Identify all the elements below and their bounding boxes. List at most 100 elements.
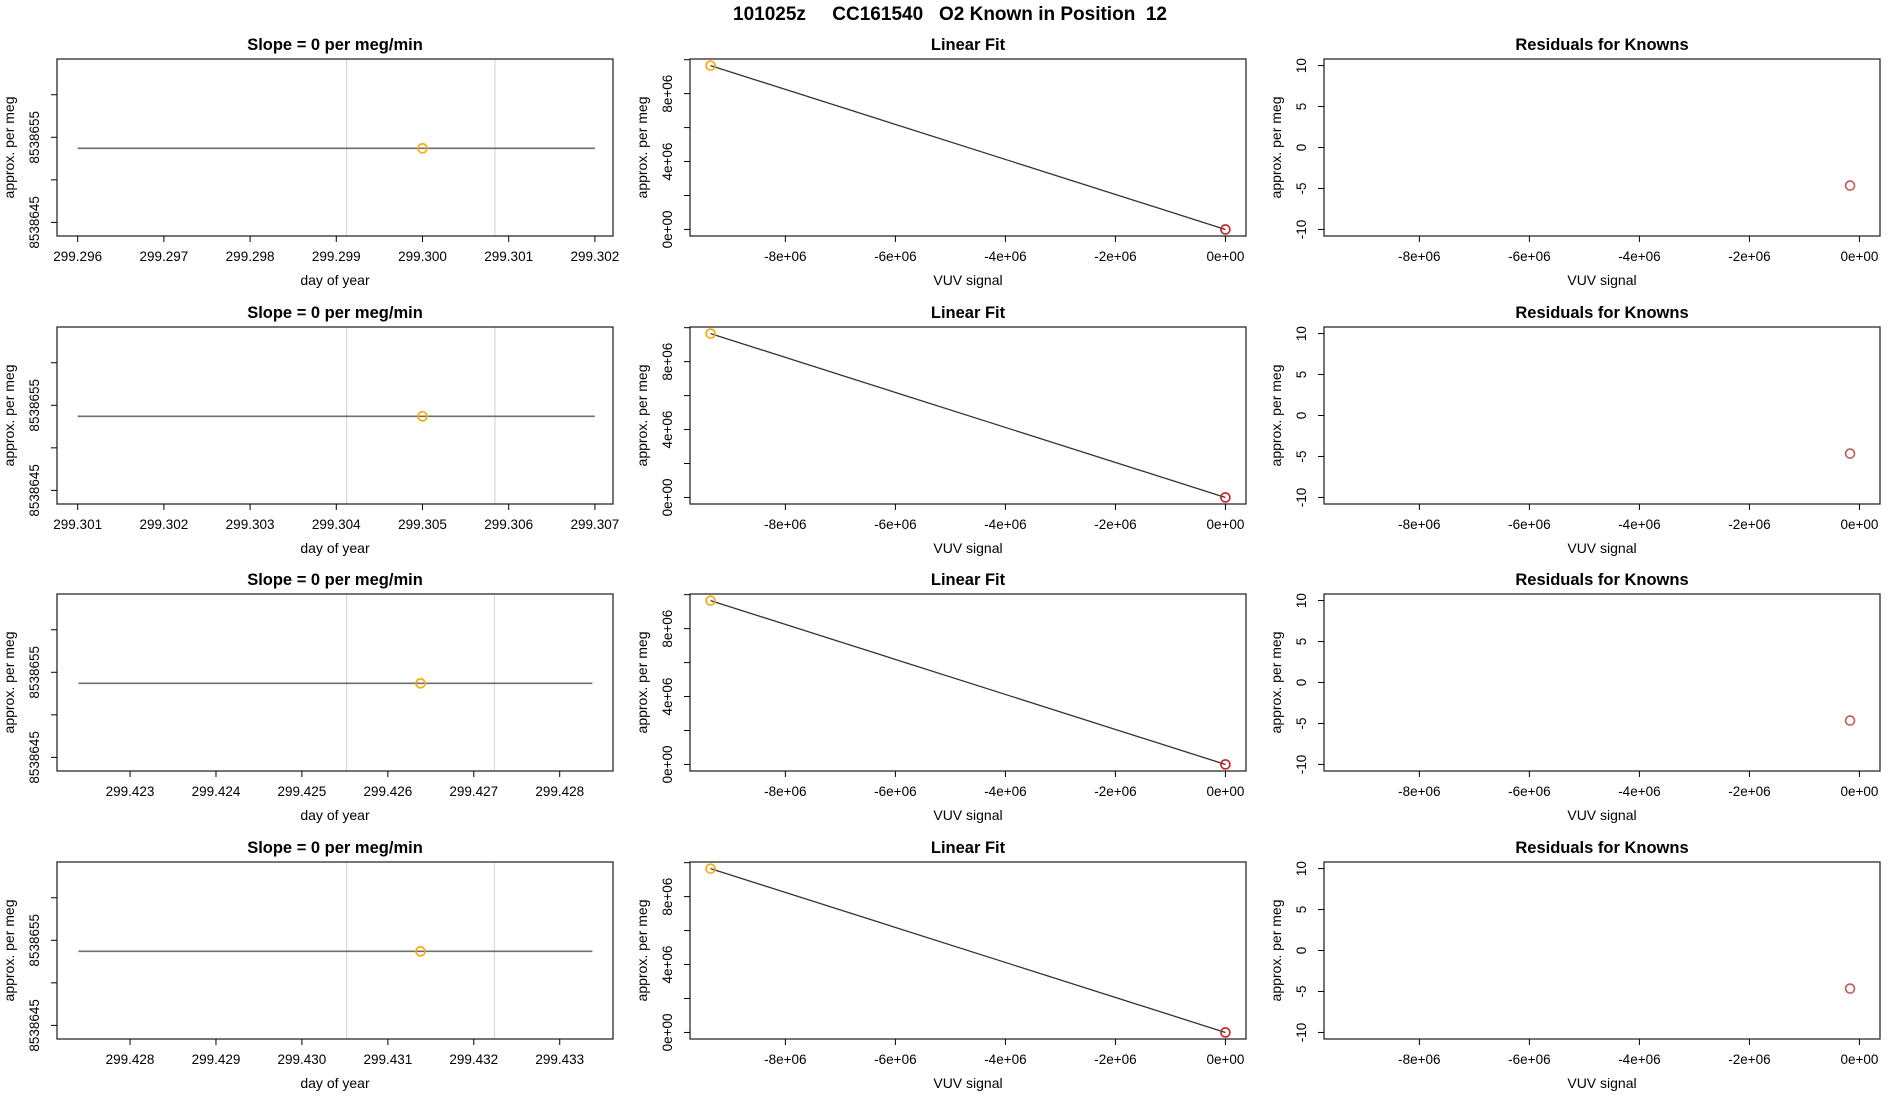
tick-or-axis-text: -5 <box>1294 717 1309 729</box>
panel-linear-fit-row3: -8e+06 -6e+06 -4e+06 -2e+06 0e+00 0e+00 4e+06 8… <box>634 571 1247 823</box>
tick-or-axis-text: 299.298 <box>226 249 275 264</box>
fit-line <box>710 332 1226 498</box>
known-point <box>705 327 716 339</box>
tick-or-axis-text: VUV signal <box>933 1075 1002 1091</box>
plot-box <box>689 325 1247 505</box>
fit-end-point <box>1220 491 1231 503</box>
tick-or-axis-text: -8e+06 <box>1398 249 1440 264</box>
tick-or-axis-text: -4e+06 <box>984 784 1026 799</box>
tick-or-axis-text: 10 <box>1294 326 1309 341</box>
tick-or-axis-text: 299.304 <box>312 517 361 532</box>
tick-or-axis-text: day of year <box>300 540 370 556</box>
tick-or-axis-text: VUV signal <box>1567 272 1636 288</box>
tick-or-axis-text: Linear Fit <box>931 839 1006 857</box>
tick-or-axis-text: VUV signal <box>1567 540 1636 556</box>
tick-or-axis-text: 299.426 <box>363 784 412 799</box>
panel-slope-row3-container: 299.423 299.424 299.425 299.426 299.427 299.4… <box>0 565 633 839</box>
plot-box <box>56 593 614 772</box>
tick-or-axis-text: approx. per meg <box>634 632 650 734</box>
panel-slope-row1-container: 299.296 299.297 299.298 299.299 299.300 299.3… <box>0 30 633 304</box>
known-point <box>417 143 428 154</box>
tick-or-axis-text: approx. per meg <box>1268 899 1284 1001</box>
panel-slope-row2: 299.301 299.302 299.303 299.304 299.305 299.3… <box>1 304 619 556</box>
tick-or-axis-text: 4e+06 <box>660 143 675 181</box>
tick-or-axis-text: approx. per meg <box>1268 364 1284 466</box>
plot-row-2: 299.301 299.302 299.303 299.304 299.305 299.3… <box>0 298 1900 566</box>
tick-or-axis-text: Residuals for Knowns <box>1515 36 1688 54</box>
tick-or-axis-text: -4e+06 <box>984 249 1026 264</box>
tick-or-axis-text: 0e+00 <box>660 478 675 516</box>
known-point <box>705 595 716 606</box>
fit-end-point <box>1220 224 1231 235</box>
tick-or-axis-text: approx. per meg <box>634 97 650 199</box>
panel-slope-row4: 299.428 299.429 299.430 299.431 299.432 299.4… <box>1 839 614 1091</box>
tick-or-axis-text: 299.302 <box>570 249 619 264</box>
panel-slope-row1: 299.296 299.297 299.298 299.299 299.300 299.3… <box>1 36 619 288</box>
tick-or-axis-text: 299.299 <box>312 249 361 264</box>
residual-point <box>1844 447 1856 459</box>
panel-residuals-row3-container: -8e+06 -6e+06 -4e+06 -2e+06 0e+00 -10 -5 0 5 10 Re… <box>1267 565 1900 839</box>
plot-box <box>56 58 614 237</box>
tick-or-axis-text: 0e+00 <box>1840 1052 1878 1067</box>
tick-or-axis-text: -2e+06 <box>1728 517 1770 532</box>
tick-or-axis-text: -10 <box>1294 1022 1309 1042</box>
tick-or-axis-text: Slope = 0 per meg/min <box>247 839 423 857</box>
tick-or-axis-text: 0e+00 <box>1206 1052 1244 1067</box>
tick-or-axis-text: -8e+06 <box>764 1052 806 1067</box>
tick-or-axis-text: approx. per meg <box>1 632 17 734</box>
tick-or-axis-text: VUV signal <box>933 540 1002 556</box>
tick-or-axis-text: 0e+00 <box>1206 784 1244 799</box>
tick-or-axis-text: -10 <box>1294 755 1309 775</box>
tick-or-axis-text: -5 <box>1294 985 1309 997</box>
tick-or-axis-text: -2e+06 <box>1094 249 1136 264</box>
tick-or-axis-text: 299.424 <box>192 784 241 799</box>
plot-box <box>689 860 1247 1040</box>
tick-or-axis-text: 8e+06 <box>660 342 675 380</box>
tick-or-axis-text: VUV signal <box>1567 807 1636 823</box>
panel-residuals-row4-container: -8e+06 -6e+06 -4e+06 -2e+06 0e+00 -10 -5 0 5 10 Re… <box>1267 833 1900 1100</box>
known-point <box>415 678 426 689</box>
tick-or-axis-text: Residuals for Knowns <box>1515 304 1688 322</box>
panel-linear-fit-row2-container: -8e+06 -6e+06 -4e+06 -2e+06 0e+00 0e+00 4e+06 8… <box>633 298 1266 572</box>
tick-or-axis-text: -8e+06 <box>764 784 806 799</box>
tick-or-axis-text: 8538645 <box>27 731 42 784</box>
tick-or-axis-text: -6e+06 <box>1508 784 1550 799</box>
tick-or-axis-text: approx. per meg <box>1268 97 1284 199</box>
panel-linear-fit-row1: -8e+06 -6e+06 -4e+06 -2e+06 0e+00 0e+00 4e+06 8… <box>634 36 1247 288</box>
tick-or-axis-text: 8e+06 <box>660 877 675 915</box>
panel-slope-row2-container: 299.301 299.302 299.303 299.304 299.305 299.3… <box>0 298 633 572</box>
panel-residuals-row3: -8e+06 -6e+06 -4e+06 -2e+06 0e+00 -10 -5 0 5 10 Re… <box>1268 571 1881 823</box>
tick-or-axis-text: 299.425 <box>278 784 327 799</box>
tick-or-axis-text: 0 <box>1294 411 1309 419</box>
tick-or-axis-text: 0 <box>1294 144 1309 152</box>
tick-or-axis-text: 8e+06 <box>660 75 675 113</box>
tick-or-axis-text: -6e+06 <box>1508 517 1550 532</box>
tick-or-axis-text: -8e+06 <box>1398 517 1440 532</box>
fit-end-point <box>1220 759 1231 770</box>
tick-or-axis-text: approx. per meg <box>1 97 17 199</box>
tick-or-axis-text: Residuals for Knowns <box>1515 839 1688 857</box>
plot-row-3: 299.423 299.424 299.425 299.426 299.427 299.4… <box>0 565 1900 833</box>
known-point <box>705 60 716 71</box>
tick-or-axis-text: -8e+06 <box>764 517 806 532</box>
tick-or-axis-text: 299.302 <box>139 517 188 532</box>
tick-or-axis-text: VUV signal <box>933 807 1002 823</box>
tick-or-axis-text: 4e+06 <box>660 410 675 448</box>
plot-box <box>1323 593 1881 772</box>
tick-or-axis-text: 299.428 <box>535 784 584 799</box>
tick-or-axis-text: -5 <box>1294 450 1309 462</box>
tick-or-axis-text: day of year <box>300 272 370 288</box>
panel-linear-fit-row3-container: -8e+06 -6e+06 -4e+06 -2e+06 0e+00 0e+00 4e+06 8… <box>633 565 1266 839</box>
tick-or-axis-text: 8538645 <box>27 999 42 1052</box>
tick-or-axis-text: -6e+06 <box>1508 249 1550 264</box>
tick-or-axis-text: -5 <box>1294 182 1309 194</box>
residual-point <box>1844 982 1856 994</box>
tick-or-axis-text: -10 <box>1294 487 1309 507</box>
panel-residuals-row4: -8e+06 -6e+06 -4e+06 -2e+06 0e+00 -10 -5 0 5 10 Re… <box>1268 839 1881 1091</box>
tick-or-axis-text: Linear Fit <box>931 36 1006 54</box>
fit-end-point <box>1220 1026 1231 1038</box>
panel-linear-fit-row2: -8e+06 -6e+06 -4e+06 -2e+06 0e+00 0e+00 4e+06 8… <box>634 304 1247 556</box>
tick-or-axis-text: 299.433 <box>535 1052 584 1067</box>
tick-or-axis-text: 10 <box>1294 58 1309 73</box>
tick-or-axis-text: 0e+00 <box>1206 249 1244 264</box>
